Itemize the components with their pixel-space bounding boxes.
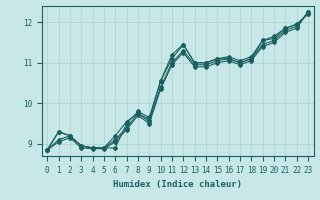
X-axis label: Humidex (Indice chaleur): Humidex (Indice chaleur) (113, 180, 242, 189)
